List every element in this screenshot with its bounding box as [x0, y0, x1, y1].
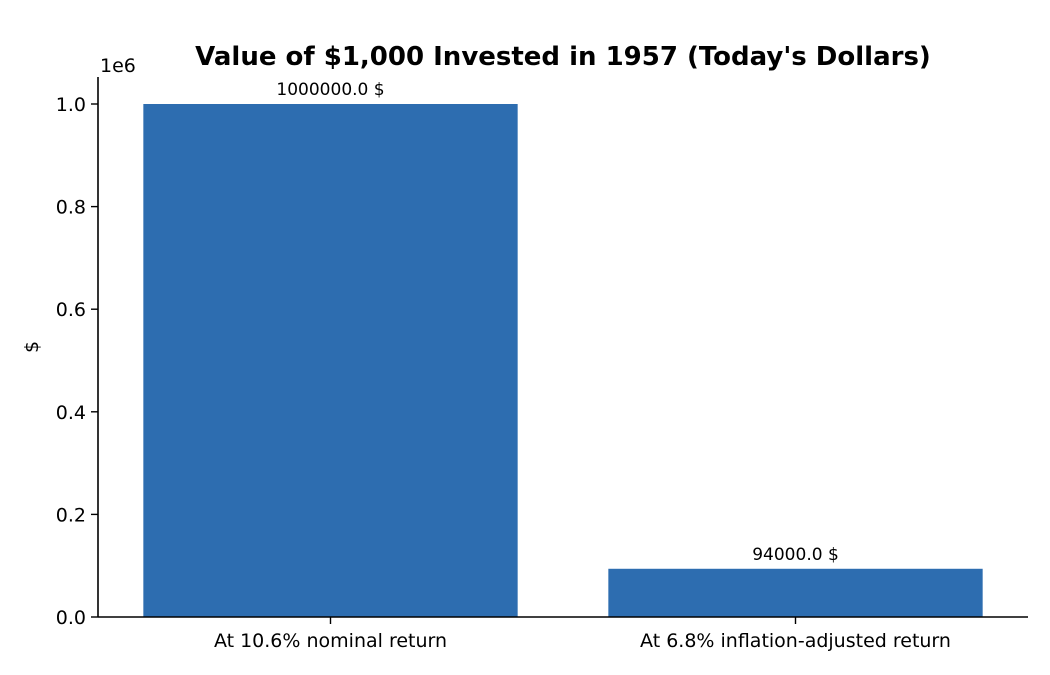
- bar: [608, 568, 983, 617]
- bar-labels-group: 1000000.0 $ 94000.0 $: [276, 80, 838, 565]
- y-tick-label: 0.4: [56, 402, 86, 424]
- y-tick-label: 0.6: [56, 299, 86, 321]
- y-tick-label: 0.0: [56, 607, 86, 629]
- y-tick-label: 0.8: [56, 197, 86, 219]
- bar-value-label: 94000.0 $: [752, 545, 839, 565]
- y-tick-label: 0.2: [56, 504, 86, 526]
- bar: [143, 104, 518, 617]
- y-axis-label: $: [21, 341, 43, 353]
- y-axis-ticks: 0.0 0.2 0.4 0.6 0.8 1.0: [56, 94, 98, 629]
- bars-group: [143, 104, 983, 617]
- bar-value-label: 1000000.0 $: [276, 80, 384, 100]
- x-tick-label: At 6.8% inflation-adjusted return: [640, 630, 951, 652]
- y-tick-label: 1.0: [56, 94, 86, 116]
- x-axis-ticks: At 10.6% nominal return At 6.8% inflation…: [214, 617, 951, 652]
- chart-title: Value of $1,000 Invested in 1957 (Today'…: [195, 42, 931, 72]
- y-axis-multiplier: 1e6: [100, 55, 136, 77]
- x-tick-label: At 10.6% nominal return: [214, 630, 447, 652]
